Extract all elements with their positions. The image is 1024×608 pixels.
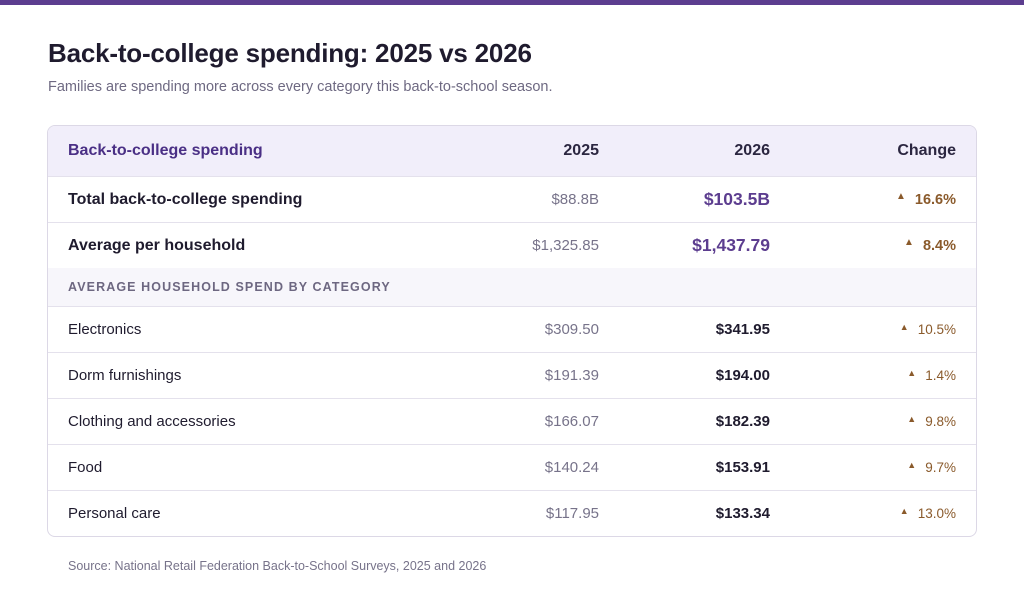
- table-row: Dorm furnishings $191.39 $194.00 ▲ 1.4%: [48, 352, 976, 398]
- change-value: ▲ 9.7%: [907, 445, 956, 490]
- row-label: Dorm furnishings: [68, 367, 182, 384]
- table-row: Clothing and accessories $166.07 $182.39…: [48, 398, 976, 444]
- change-value: ▲ 8.4%: [904, 223, 956, 268]
- summary-row-average: Average per household $1,325.85 $1,437.7…: [48, 222, 976, 268]
- page-subtitle: Families are spending more across every …: [48, 79, 553, 95]
- row-label: Personal care: [68, 505, 161, 522]
- spending-table: Back-to-college spending 2025 2026 Chang…: [47, 125, 977, 537]
- value-2026: $182.39: [715, 413, 770, 430]
- up-triangle-icon: ▲: [907, 413, 917, 424]
- value-2025: $309.50: [544, 321, 599, 338]
- change-percent: 16.6%: [914, 191, 956, 208]
- source-note: Source: National Retail Federation Back-…: [68, 559, 487, 573]
- value-2026: $194.00: [715, 367, 770, 384]
- value-2026: $103.5B: [703, 189, 770, 209]
- table-row: Personal care $117.95 $133.34 ▲ 13.0%: [48, 490, 976, 536]
- up-triangle-icon: ▲: [907, 367, 917, 378]
- change-percent: 9.7%: [925, 460, 956, 475]
- summary-row-total: Total back-to-college spending $88.8B $1…: [48, 176, 976, 222]
- header-2026: 2026: [734, 142, 770, 159]
- change-percent: 10.5%: [917, 322, 956, 337]
- header-change: Change: [897, 142, 956, 159]
- value-2025: $117.95: [545, 505, 599, 522]
- page-title: Back-to-college spending: 2025 vs 2026: [48, 38, 532, 68]
- up-triangle-icon: ▲: [895, 191, 906, 202]
- row-label: Total back-to-college spending: [68, 190, 303, 208]
- row-label: Clothing and accessories: [68, 413, 236, 430]
- change-value: ▲ 13.0%: [900, 491, 956, 536]
- header-label: Back-to-college spending: [68, 142, 263, 159]
- value-2025: $166.07: [544, 413, 599, 430]
- row-label: Average per household: [68, 236, 246, 254]
- value-2025: $88.8B: [551, 191, 599, 208]
- header-2025: 2025: [563, 142, 599, 159]
- table-row: Food $140.24 $153.91 ▲ 9.7%: [48, 444, 976, 490]
- value-2025: $1,325.85: [532, 237, 599, 254]
- value-2026: $341.95: [715, 321, 770, 338]
- change-percent: 8.4%: [922, 237, 956, 254]
- change-value: ▲ 10.5%: [900, 307, 956, 352]
- top-accent-bar: [0, 0, 1024, 5]
- value-2026: $133.34: [715, 505, 770, 522]
- change-value: ▲ 16.6%: [896, 177, 956, 222]
- row-label: Food: [68, 459, 103, 476]
- table-row: Electronics $309.50 $341.95 ▲ 10.5%: [48, 306, 976, 352]
- value-2026: $153.91: [715, 459, 770, 476]
- up-triangle-icon: ▲: [899, 321, 909, 332]
- up-triangle-icon: ▲: [907, 459, 917, 470]
- value-2026: $1,437.79: [692, 235, 770, 255]
- row-label: Electronics: [68, 321, 142, 338]
- change-percent: 9.8%: [925, 414, 956, 429]
- up-triangle-icon: ▲: [904, 237, 914, 248]
- table-header-row: Back-to-college spending 2025 2026 Chang…: [48, 126, 976, 176]
- change-percent: 13.0%: [917, 506, 956, 521]
- value-2025: $140.24: [544, 459, 599, 476]
- change-value: ▲ 9.8%: [907, 399, 956, 444]
- section-label: AVERAGE HOUSEHOLD SPEND BY CATEGORY: [68, 280, 391, 294]
- change-percent: 1.4%: [925, 368, 956, 383]
- up-triangle-icon: ▲: [899, 505, 909, 516]
- section-header-row: AVERAGE HOUSEHOLD SPEND BY CATEGORY: [48, 268, 976, 306]
- change-value: ▲ 1.4%: [907, 353, 956, 398]
- value-2025: $191.39: [544, 367, 599, 384]
